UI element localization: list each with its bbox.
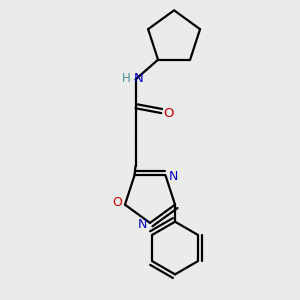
Text: O: O <box>164 106 174 120</box>
Text: N: N <box>137 218 147 231</box>
Text: N: N <box>169 170 178 183</box>
Text: N: N <box>134 72 144 85</box>
Text: O: O <box>112 196 122 208</box>
Text: H: H <box>122 72 131 85</box>
